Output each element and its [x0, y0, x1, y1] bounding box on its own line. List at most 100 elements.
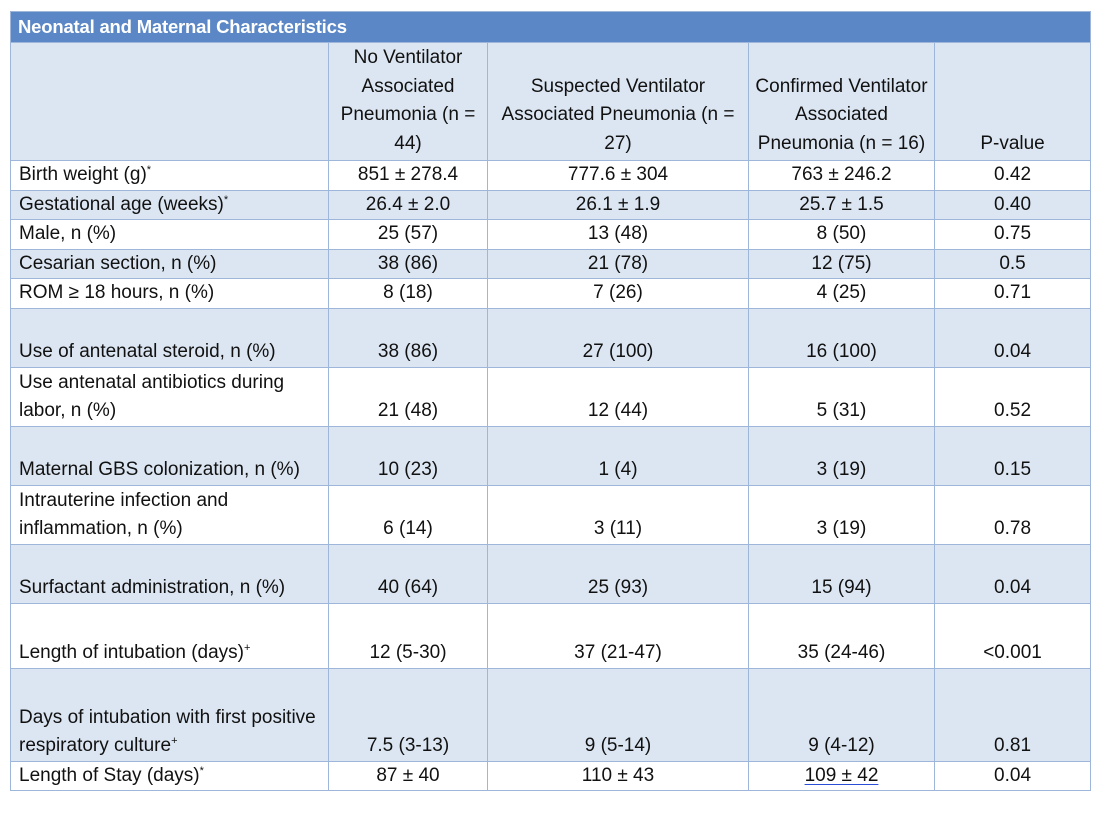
- table-row: Cesarian section, n (%) 38 (86) 21 (78) …: [10, 248, 1092, 279]
- cell-p-value: 0.81: [933, 667, 1092, 762]
- cell-confirmed-vap: 8 (50): [748, 219, 935, 250]
- table-title-row: Neonatal and Maternal Characteristics: [9, 11, 1092, 43]
- cell-confirmed-vap: 763 ± 246.2: [748, 160, 935, 191]
- header-suspected-vap: Suspected Ventilator Associated Pneumoni…: [487, 42, 749, 161]
- table-row: Length of intubation (days)+ 12 (5-30) 3…: [10, 602, 1092, 669]
- row-label: Length of intubation (days): [19, 642, 244, 663]
- cell-no-vap: 21 (48): [328, 366, 488, 427]
- row-label-cell: Days of intubation with first positive r…: [10, 667, 329, 762]
- cell-no-vap: 26.4 ± 2.0: [328, 189, 488, 220]
- cell-no-vap: 6 (14): [328, 484, 488, 545]
- row-label: Birth weight (g): [19, 164, 147, 185]
- cell-suspected-vap: 777.6 ± 304: [487, 160, 749, 191]
- table-row: Days of intubation with first positive r…: [10, 667, 1092, 762]
- table-row: Surfactant administration, n (%) 40 (64)…: [10, 543, 1092, 604]
- row-label: Cesarian section, n (%): [19, 252, 217, 274]
- row-footnote-mark: *: [146, 164, 152, 176]
- row-label: Maternal GBS colonization, n (%): [19, 459, 300, 480]
- cell-suspected-vap: 13 (48): [487, 219, 749, 250]
- row-label-cell: Surfactant administration, n (%): [10, 543, 329, 604]
- cell-confirmed-vap: 15 (94): [748, 543, 935, 604]
- cell-no-vap: 10 (23): [328, 425, 488, 486]
- cell-confirmed-vap: 3 (19): [748, 425, 935, 486]
- row-label: Gestational age (weeks): [19, 193, 224, 215]
- cell-p-value: 0.71: [933, 278, 1092, 309]
- cell-suspected-vap: 1 (4): [487, 425, 749, 486]
- cell-no-vap: 8 (18): [328, 278, 488, 309]
- row-label-cell: Length of Stay (days)*: [10, 760, 329, 791]
- cell-suspected-vap: 7 (26): [487, 278, 749, 309]
- table-header-row: No Ventilator Associated Pneumonia (n = …: [10, 42, 1092, 161]
- cell-suspected-vap: 25 (93): [487, 543, 749, 604]
- cell-confirmed-vap: 16 (100): [748, 307, 935, 368]
- cell-confirmed-vap: 25.7 ± 1.5: [748, 189, 935, 220]
- characteristics-table-container: Neonatal and Maternal Characteristics No…: [9, 11, 1092, 791]
- cell-confirmed-vap: 12 (75): [748, 248, 935, 279]
- row-footnote-mark: *: [199, 764, 204, 777]
- header-p-value: P-value: [933, 42, 1092, 161]
- table-row: Intrauterine infection and inflammation,…: [10, 484, 1092, 545]
- row-label-cell: Intrauterine infection and inflammation,…: [10, 484, 329, 545]
- row-label-cell: Use of antenatal steroid, n (%): [10, 307, 329, 368]
- cell-p-value: 0.40: [933, 189, 1092, 220]
- row-label-cell: Cesarian section, n (%): [10, 248, 329, 279]
- row-label-cell: Gestational age (weeks)*: [10, 189, 329, 220]
- cell-suspected-vap: 3 (11): [487, 484, 749, 545]
- characteristics-table: Neonatal and Maternal Characteristics No…: [9, 11, 1092, 791]
- table-row: Use antenatal antibiotics during labor, …: [10, 366, 1092, 427]
- row-footnote-mark: +: [171, 735, 178, 747]
- cell-p-value: 0.15: [933, 425, 1092, 486]
- cell-p-value: 0.04: [933, 307, 1092, 368]
- cell-p-value: 0.78: [933, 484, 1092, 545]
- cell-no-vap: 7.5 (3-13): [328, 667, 488, 762]
- cell-p-value: 0.5: [933, 248, 1092, 279]
- cell-p-value: 0.75: [933, 219, 1092, 250]
- cell-no-vap: 12 (5-30): [328, 602, 488, 669]
- cell-suspected-vap: 9 (5-14): [487, 667, 749, 762]
- cell-no-vap: 40 (64): [328, 543, 488, 604]
- cell-no-vap: 38 (86): [328, 248, 488, 279]
- row-label: Intrauterine infection and inflammation,…: [19, 489, 229, 540]
- cell-p-value: <0.001: [933, 602, 1092, 669]
- cell-confirmed-vap: 9 (4-12): [748, 667, 935, 762]
- table-row: Use of antenatal steroid, n (%) 38 (86) …: [10, 307, 1092, 368]
- row-label: Male, n (%): [19, 223, 117, 244]
- header-confirmed-vap: Confirmed Ventilator Associated Pneumoni…: [748, 42, 935, 161]
- cell-suspected-vap: 12 (44): [487, 366, 749, 427]
- row-footnote-mark: *: [223, 193, 229, 206]
- table-row: ROM ≥ 18 hours, n (%) 8 (18) 7 (26) 4 (2…: [10, 278, 1092, 309]
- row-label-cell: Use antenatal antibiotics during labor, …: [10, 366, 329, 427]
- table-row: Length of Stay (days)* 87 ± 40 110 ± 43 …: [10, 760, 1092, 791]
- row-label-cell: Maternal GBS colonization, n (%): [10, 425, 329, 486]
- header-label: [10, 42, 329, 161]
- cell-no-vap: 87 ± 40: [328, 760, 488, 791]
- row-label-cell: Length of intubation (days)+: [10, 602, 329, 669]
- cell-confirmed-vap: 109 ± 42: [748, 760, 935, 791]
- cell-confirmed-vap: 3 (19): [748, 484, 935, 545]
- cell-suspected-vap: 27 (100): [487, 307, 749, 368]
- cell-p-value: 0.04: [933, 760, 1092, 791]
- row-label: ROM ≥ 18 hours, n (%): [19, 282, 215, 303]
- row-label: Use of antenatal steroid, n (%): [19, 341, 276, 362]
- row-label: Surfactant administration, n (%): [19, 577, 286, 598]
- table-body: Birth weight (g)* 851 ± 278.4 777.6 ± 30…: [10, 160, 1092, 791]
- row-label: Length of Stay (days): [19, 764, 200, 786]
- cell-suspected-vap: 21 (78): [487, 248, 749, 279]
- cell-suspected-vap: 110 ± 43: [487, 760, 749, 791]
- cell-confirmed-vap: 4 (25): [748, 278, 935, 309]
- cell-no-vap: 25 (57): [328, 219, 488, 250]
- table-row: Gestational age (weeks)* 26.4 ± 2.0 26.1…: [10, 189, 1092, 220]
- table-row: Birth weight (g)* 851 ± 278.4 777.6 ± 30…: [10, 160, 1092, 191]
- header-no-vap: No Ventilator Associated Pneumonia (n = …: [328, 42, 488, 161]
- cell-p-value: 0.04: [933, 543, 1092, 604]
- cell-p-value: 0.52: [933, 366, 1092, 427]
- cell-p-value: 0.42: [933, 160, 1092, 191]
- row-label-cell: Male, n (%): [10, 219, 329, 250]
- row-label-cell: ROM ≥ 18 hours, n (%): [10, 278, 329, 309]
- cell-suspected-vap: 26.1 ± 1.9: [487, 189, 749, 220]
- row-label-cell: Birth weight (g)*: [10, 160, 329, 191]
- row-footnote-mark: +: [244, 642, 251, 654]
- cell-confirmed-vap: 5 (31): [748, 366, 935, 427]
- table-row: Male, n (%) 25 (57) 13 (48) 8 (50) 0.75: [10, 219, 1092, 250]
- row-label: Use antenatal antibiotics during labor, …: [19, 371, 285, 422]
